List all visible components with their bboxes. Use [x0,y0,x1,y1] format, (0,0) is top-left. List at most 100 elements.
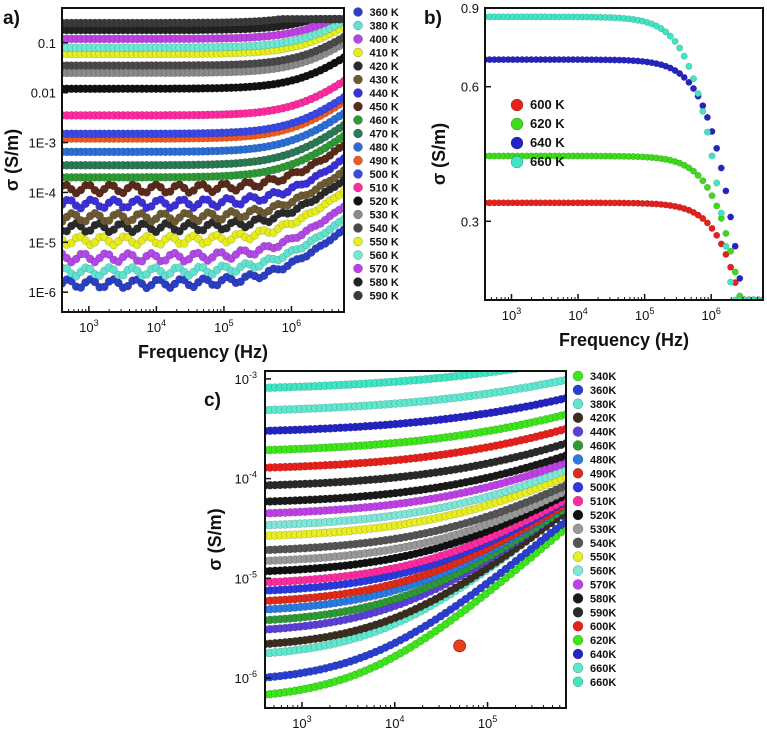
data-point [90,196,100,206]
y-tick-label: 10-4 [235,470,257,487]
legend-label: 420 K [370,61,399,73]
data-point [680,52,688,60]
y-axis-title: σ (S/m) [429,123,449,185]
data-point [542,360,550,368]
legend-label: 490 K [370,156,399,168]
data-point [722,187,730,195]
data-point [690,85,697,92]
data-point [694,211,702,219]
data-point [109,265,118,274]
data-point [690,75,697,83]
series-410k [62,187,344,250]
series-570k [62,14,344,44]
legend-marker [353,7,363,17]
series-430k [62,166,344,226]
data-point [676,44,683,52]
data-point [67,238,76,248]
data-point [76,283,86,292]
legend-marker [353,290,363,301]
data-point [552,358,560,366]
data-point [722,250,730,258]
legend-marker [572,593,584,604]
legend-label: 510K [590,496,616,508]
series-420k [62,175,344,237]
data-point [241,212,250,221]
legend-marker [572,384,584,396]
y-tick-label: 0.3 [461,214,479,229]
legend-label: 550 K [370,237,399,249]
data-point [67,196,76,205]
legend-marker [572,454,584,465]
legend-marker [572,523,584,535]
data-point [222,223,231,233]
data-point [179,239,189,248]
data-point [532,362,540,370]
legend: 600 K 620 K 640 K 660 K [510,97,565,169]
legend-marker [572,634,584,646]
data-point [147,280,156,290]
series-550k [62,22,344,59]
y-tick-label: 1E-3 [29,136,56,151]
legend-marker [572,426,584,437]
legend-label: 600 K [530,97,565,112]
legend-marker [572,509,584,521]
legend-label: 430 K [370,75,399,87]
data-point [203,237,212,247]
data-point [123,202,133,212]
data-point [506,371,515,374]
plot-frame [61,7,345,313]
legend-label: 420K [590,413,616,425]
legend-label: 490K [590,468,616,480]
x-tick-label: 105 [478,714,497,731]
legend-marker [353,101,363,112]
legend-marker [353,182,363,193]
data-point [170,234,180,243]
legend-marker [353,20,363,31]
legend-label: 620K [590,635,616,647]
legend-label: 480 K [370,142,399,154]
legend-marker [353,223,363,233]
data-point [104,216,114,225]
legend-marker [572,620,584,632]
data-point [685,78,693,86]
legend-label: 440 K [370,88,399,100]
legend-label: 470 K [370,129,399,141]
legend-label: 540K [590,538,616,550]
legend-label: 600K [590,621,616,633]
data-point [151,251,161,261]
data-point [137,257,147,266]
data-point [699,107,707,115]
series-group [62,14,344,293]
legend-marker [572,607,584,618]
legend-marker [353,88,363,98]
panel-b: 103 104 105 106 0.9 0.6 0.3 Frequency (Hz) σ (S/… [424,1,764,350]
data-point [704,128,711,136]
data-point [170,201,180,210]
legend-label: 640K [590,649,616,661]
data-point [704,219,711,227]
legend-marker [572,481,584,493]
data-point [708,192,716,200]
legend-label: 580 K [370,277,399,289]
data-point [537,361,545,369]
x-tick-label: 104 [568,306,587,323]
data-point [731,242,739,250]
data-point [666,32,674,40]
series-group [485,13,763,300]
x-tick-label: 105 [214,318,233,335]
legend-label: 450 K [370,102,399,114]
legend-marker [353,34,363,44]
x-axis-title: Frequency (Hz) [559,330,689,350]
series-510k [62,76,344,120]
data-point [708,224,716,232]
x-tick-label: 103 [502,306,521,323]
legend-marker [510,98,524,112]
legend-label: 340K [590,371,616,383]
legend-label: 660 K [530,154,565,169]
data-point [694,171,702,179]
data-point [657,25,665,32]
legend-label: 410 K [370,48,399,60]
data-point [690,167,697,175]
